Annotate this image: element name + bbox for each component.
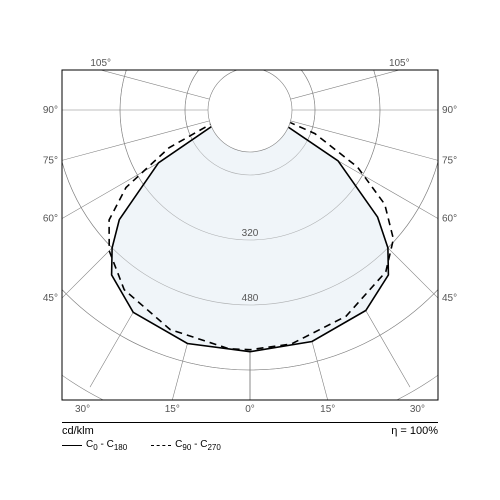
svg-text:15°: 15°: [320, 404, 335, 415]
svg-text:320: 320: [242, 228, 259, 239]
legend-text-2: C90 - C270: [175, 439, 221, 452]
svg-text:30°: 30°: [410, 404, 425, 415]
svg-text:45°: 45°: [442, 293, 457, 304]
svg-text:480: 480: [242, 293, 259, 304]
legend-dashed-line-icon: [151, 445, 171, 446]
legend: C0 - C180 C90 - C270: [62, 439, 438, 452]
svg-text:45°: 45°: [43, 293, 58, 304]
svg-text:30°: 30°: [75, 404, 90, 415]
svg-text:0°: 0°: [245, 404, 255, 415]
svg-text:75°: 75°: [43, 155, 58, 166]
efficiency-label: η = 100%: [391, 425, 438, 437]
svg-text:60°: 60°: [442, 214, 457, 225]
legend-item-solid: C0 - C180: [62, 439, 127, 452]
chart-footer: cd/klm η = 100% C0 - C180 C90 - C270: [62, 422, 438, 452]
svg-text:75°: 75°: [442, 155, 457, 166]
svg-text:105°: 105°: [389, 58, 410, 69]
legend-solid-line-icon: [62, 445, 82, 446]
legend-text-1: C0 - C180: [86, 439, 127, 452]
svg-text:105°: 105°: [90, 58, 111, 69]
svg-text:90°: 90°: [43, 105, 58, 116]
polar-chart-container: 320 480 105° 90° 75° 60° 45° 30° 15° 0° 15° 30° 45° 6…: [0, 0, 500, 500]
svg-text:15°: 15°: [165, 404, 180, 415]
unit-label: cd/klm: [62, 425, 94, 437]
legend-item-dashed: C90 - C270: [151, 439, 221, 452]
svg-text:60°: 60°: [43, 214, 58, 225]
svg-text:90°: 90°: [442, 105, 457, 116]
